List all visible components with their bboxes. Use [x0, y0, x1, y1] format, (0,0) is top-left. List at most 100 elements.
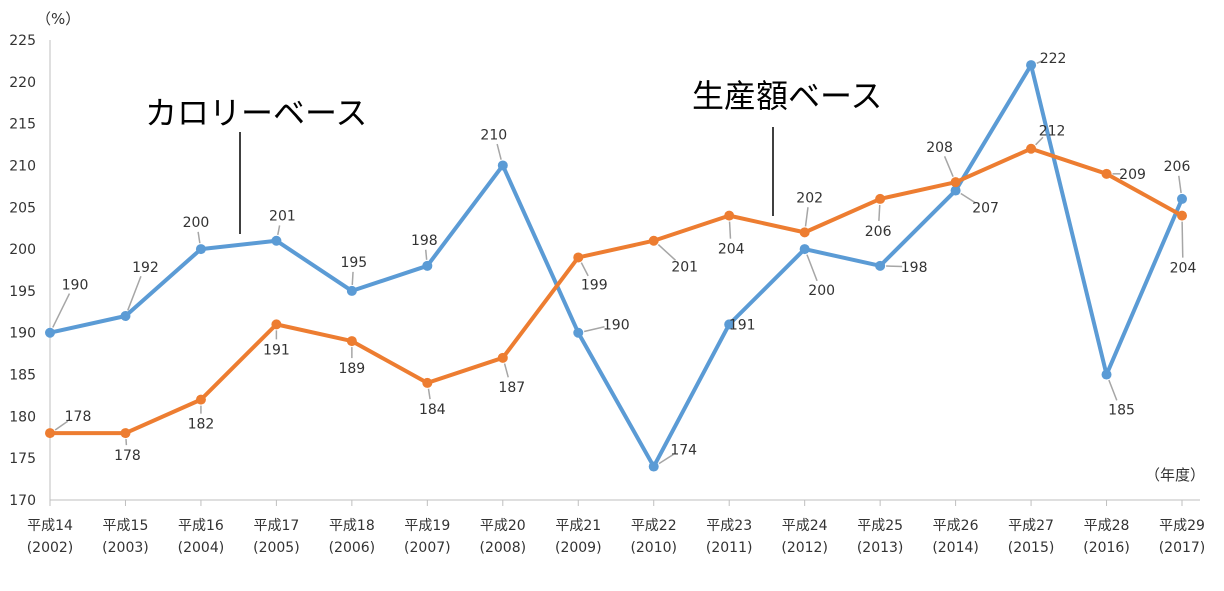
leader-line [806, 207, 808, 226]
data-point [120, 428, 130, 438]
data-label: 209 [1119, 167, 1146, 183]
data-point [724, 211, 734, 221]
x-tick-year: (2008) [480, 540, 527, 556]
data-label: 187 [498, 380, 525, 396]
leader-line [428, 389, 430, 399]
x-tick-label: 平成20 [480, 518, 526, 534]
y-tick-label: 215 [9, 117, 36, 133]
leader-line [807, 255, 817, 281]
leader-line [426, 250, 427, 260]
y-tick-label: 200 [9, 242, 36, 258]
data-point [45, 428, 55, 438]
data-label: 200 [183, 215, 210, 231]
x-tick-year: (2014) [932, 540, 979, 556]
leader-line [1109, 380, 1117, 400]
data-label: 190 [62, 278, 89, 294]
data-point [649, 462, 659, 472]
leader-line [198, 232, 200, 243]
data-point [573, 252, 583, 262]
data-label: 178 [114, 448, 141, 464]
leader-line [584, 327, 604, 332]
data-point [498, 353, 508, 363]
y-tick-label: 220 [9, 75, 36, 91]
series-annotation-production: 生産額ベース [692, 77, 882, 115]
leader-line [658, 245, 675, 261]
y-tick-label: 205 [9, 200, 36, 216]
y-tick-label: 190 [9, 326, 36, 342]
y-tick-label: 180 [9, 409, 36, 425]
data-label: 206 [865, 224, 892, 240]
data-label: 185 [1108, 403, 1135, 419]
data-point [1026, 60, 1036, 70]
x-tick-year: (2013) [857, 540, 904, 556]
x-tick-year: (2004) [178, 540, 225, 556]
data-label: 182 [188, 417, 215, 433]
data-label: 190 [603, 318, 630, 334]
x-tick-label: 平成18 [329, 518, 375, 534]
data-label: 199 [581, 277, 608, 293]
x-tick-label: 平成26 [933, 518, 979, 534]
data-point [951, 177, 961, 187]
data-label: 198 [411, 233, 438, 249]
data-point [45, 328, 55, 338]
data-label: 204 [718, 242, 745, 258]
x-tick-label: 平成22 [631, 518, 677, 534]
data-label: 195 [340, 255, 367, 271]
data-point [196, 244, 206, 254]
y-tick-label: 185 [9, 368, 36, 384]
y-tick-label: 210 [9, 158, 36, 174]
data-point [271, 319, 281, 329]
x-tick-year: (2002) [27, 540, 74, 556]
data-point [1102, 169, 1112, 179]
y-tick-label: 170 [9, 493, 36, 509]
data-point [422, 261, 432, 271]
leader-line [945, 156, 954, 176]
x-tick-year: (2010) [630, 540, 677, 556]
leader-line [1182, 222, 1183, 258]
data-point [271, 236, 281, 246]
x-tick-year: (2012) [781, 540, 828, 556]
series-line-production [50, 149, 1182, 433]
x-tick-label: 平成16 [178, 518, 224, 534]
x-tick-year: (2005) [253, 540, 300, 556]
x-tick-label: 平成23 [706, 518, 752, 534]
data-point [120, 311, 130, 321]
data-label: 222 [1040, 51, 1067, 67]
data-label: 191 [729, 317, 756, 333]
data-point [800, 227, 810, 237]
data-point [1102, 370, 1112, 380]
x-tick-year: (2016) [1083, 540, 1130, 556]
data-point [573, 328, 583, 338]
data-point [498, 160, 508, 170]
data-label: 191 [263, 342, 290, 358]
leader-line [1179, 176, 1181, 193]
data-point [422, 378, 432, 388]
x-tick-label: 平成15 [103, 518, 149, 534]
x-tick-year: (2007) [404, 540, 451, 556]
data-point [800, 244, 810, 254]
leader-line [505, 364, 509, 378]
data-label: 206 [1164, 159, 1191, 175]
x-tick-year: (2003) [102, 540, 149, 556]
x-tick-label: 平成14 [27, 518, 73, 534]
data-point [875, 194, 885, 204]
x-tick-label: 平成21 [555, 518, 601, 534]
y-unit-label: （%） [36, 10, 80, 28]
series-annotation-calorie: カロリーベース [145, 94, 367, 132]
x-tick-label: 平成17 [253, 518, 299, 534]
x-tick-label: 平成19 [404, 518, 450, 534]
data-point [347, 286, 357, 296]
y-tick-label: 225 [9, 33, 36, 49]
leader-line [886, 266, 902, 267]
leader-line [352, 272, 353, 285]
data-point [1177, 194, 1187, 204]
data-label: 210 [480, 127, 507, 143]
x-unit-label: （年度） [1145, 466, 1205, 484]
data-label: 198 [901, 260, 928, 276]
leader-line [879, 205, 880, 221]
x-tick-label: 平成25 [857, 518, 903, 534]
data-point [347, 336, 357, 346]
y-tick-label: 195 [9, 284, 36, 300]
data-label: 207 [972, 201, 999, 217]
